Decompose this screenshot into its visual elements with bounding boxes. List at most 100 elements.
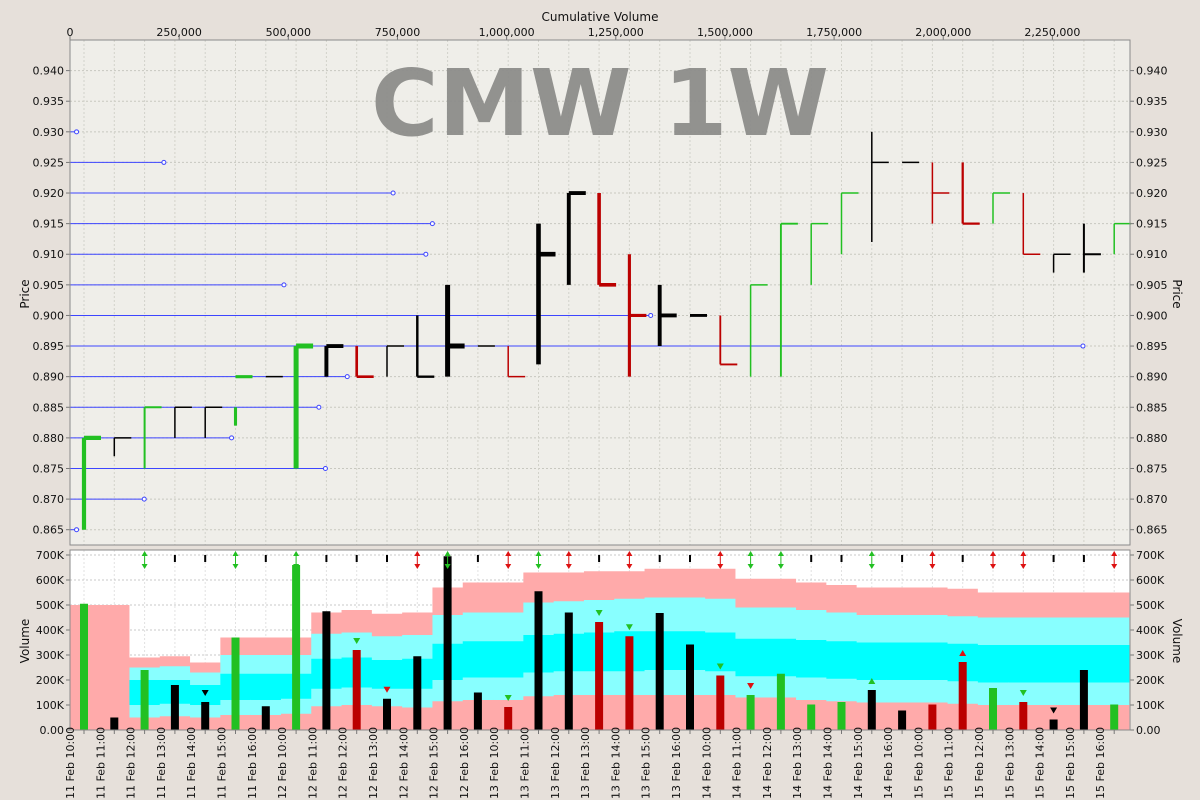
price-tick-label-right: 0.920 xyxy=(1136,187,1168,200)
price-tick-label-left: 0.885 xyxy=(33,401,65,414)
time-tick-label: 13 Feb 13:00 xyxy=(579,727,592,799)
volume-bar xyxy=(595,622,604,730)
time-tick-label: 15 Feb 15:00 xyxy=(1064,727,1077,799)
volume-profile-end-marker xyxy=(344,374,350,380)
volume-marker xyxy=(959,650,967,656)
signal-marker xyxy=(868,564,875,569)
volume-bar xyxy=(746,695,755,730)
volume-marker xyxy=(1050,707,1058,714)
volume-bar xyxy=(261,706,270,730)
volume-marker xyxy=(1019,690,1027,696)
signal-marker xyxy=(535,551,542,556)
volume-marker xyxy=(747,683,755,689)
cumvol-tick-label: 2,250,000 xyxy=(1024,26,1080,39)
volume-tick-label-right: 0.00 xyxy=(1136,724,1161,737)
cumvol-tick-label: 0 xyxy=(67,26,74,39)
price-tick-label-left: 0.910 xyxy=(33,248,65,261)
signal-marker xyxy=(990,564,996,569)
signal-marker xyxy=(747,564,754,569)
price-tick-label-left: 0.915 xyxy=(33,218,65,231)
time-tick-label: 12 Feb 11:00 xyxy=(306,727,319,799)
signal-marker xyxy=(929,564,936,569)
signal-marker xyxy=(565,564,572,569)
volume-marker xyxy=(868,678,876,684)
volume-bar xyxy=(807,704,816,730)
price-tick-label-right: 0.865 xyxy=(1136,524,1168,537)
time-tick-label: 12 Feb 10:00 xyxy=(276,727,289,799)
price-tick-label-left: 0.890 xyxy=(33,371,65,384)
price-tick-label-left: 0.865 xyxy=(33,524,65,537)
time-tick-label: 11 Feb 11:00 xyxy=(94,727,107,799)
signal-marker xyxy=(626,564,633,569)
volume-bar xyxy=(504,707,513,730)
time-tick-label: 14 Feb 12:00 xyxy=(761,727,774,799)
volume-tick-label-left: 400K xyxy=(36,624,65,637)
signal-marker xyxy=(868,551,875,556)
signal-marker xyxy=(565,551,572,556)
signal-markers xyxy=(141,551,1118,714)
volume-bar xyxy=(1079,670,1088,730)
time-tick-label: 11 Feb 16:00 xyxy=(246,727,259,799)
signal-marker xyxy=(1111,564,1118,569)
signal-marker xyxy=(505,551,512,556)
signal-marker xyxy=(232,564,239,569)
volume-tick-label-right: 600K xyxy=(1136,574,1165,587)
time-tick-label: 13 Feb 14:00 xyxy=(609,727,622,799)
volume-tick-label-left: 600K xyxy=(36,574,65,587)
price-axis-title-left: Price xyxy=(18,279,32,308)
volume-bar xyxy=(1049,719,1058,730)
price-tick-label-right: 0.910 xyxy=(1136,248,1168,261)
time-tick-label: 14 Feb 14:00 xyxy=(822,727,835,799)
cumvol-tick-label: 1,500,000 xyxy=(697,26,753,39)
volume-tick-label-right: 300K xyxy=(1136,649,1165,662)
price-tick-label-left: 0.875 xyxy=(33,462,65,475)
volume-bar xyxy=(534,591,543,730)
price-tick-label-left: 0.925 xyxy=(33,156,65,169)
volume-profile-end-marker xyxy=(423,251,429,257)
volume-bar xyxy=(655,613,664,730)
volume-bar xyxy=(958,662,967,730)
volume-axis-title-left: Volume xyxy=(18,619,32,664)
price-tick-label-left: 0.900 xyxy=(33,309,65,322)
price-tick-label-left: 0.895 xyxy=(33,340,65,353)
price-tick-label-left: 0.870 xyxy=(33,493,65,506)
signal-marker xyxy=(444,551,451,556)
price-tick-label-right: 0.905 xyxy=(1136,279,1168,292)
volume-bar xyxy=(837,702,846,730)
volume-profile-end-marker xyxy=(161,159,167,165)
signal-marker xyxy=(444,564,451,569)
signal-marker xyxy=(1111,551,1118,556)
signal-marker xyxy=(717,564,724,569)
signal-marker xyxy=(414,564,421,569)
time-tick-label: 11 Feb 14:00 xyxy=(185,727,198,799)
volume-tick-label-left: 700K xyxy=(36,549,65,562)
price-tick-label-right: 0.870 xyxy=(1136,493,1168,506)
volume-tick-label-left: 100K xyxy=(36,699,65,712)
time-tick-label: 11 Feb 10:00 xyxy=(64,727,77,799)
volume-bar xyxy=(564,612,573,730)
price-tick-label-right: 0.930 xyxy=(1136,126,1168,139)
axes: 0.940 0.940 0.935 0.935 0.930 0.930 0.925 0.925… xyxy=(33,26,1168,799)
signal-marker xyxy=(777,564,784,569)
volume-bar xyxy=(322,611,331,730)
time-tick-label: 13 Feb 11:00 xyxy=(519,727,532,799)
time-tick-label: 15 Feb 10:00 xyxy=(912,727,925,799)
volume-marker xyxy=(383,686,391,693)
volume-profile xyxy=(70,129,1086,533)
price-tick-label-right: 0.885 xyxy=(1136,401,1168,414)
top-axis-title: Cumulative Volume xyxy=(542,10,659,24)
signal-marker xyxy=(717,551,724,556)
time-tick-label: 15 Feb 11:00 xyxy=(943,727,956,799)
volume-bar xyxy=(1110,704,1119,730)
time-tick-label: 13 Feb 10:00 xyxy=(488,727,501,799)
time-tick-label: 15 Feb 12:00 xyxy=(973,727,986,799)
signal-marker xyxy=(141,551,148,556)
price-tick-label-right: 0.880 xyxy=(1136,432,1168,445)
volume-tick-label-right: 100K xyxy=(1136,699,1165,712)
volume-profile-end-marker xyxy=(281,282,287,288)
cumvol-tick-label: 250,000 xyxy=(156,26,202,39)
price-tick-label-left: 0.940 xyxy=(33,65,65,78)
volume-bar xyxy=(989,688,997,730)
watermark: CMW 1W xyxy=(371,50,829,157)
